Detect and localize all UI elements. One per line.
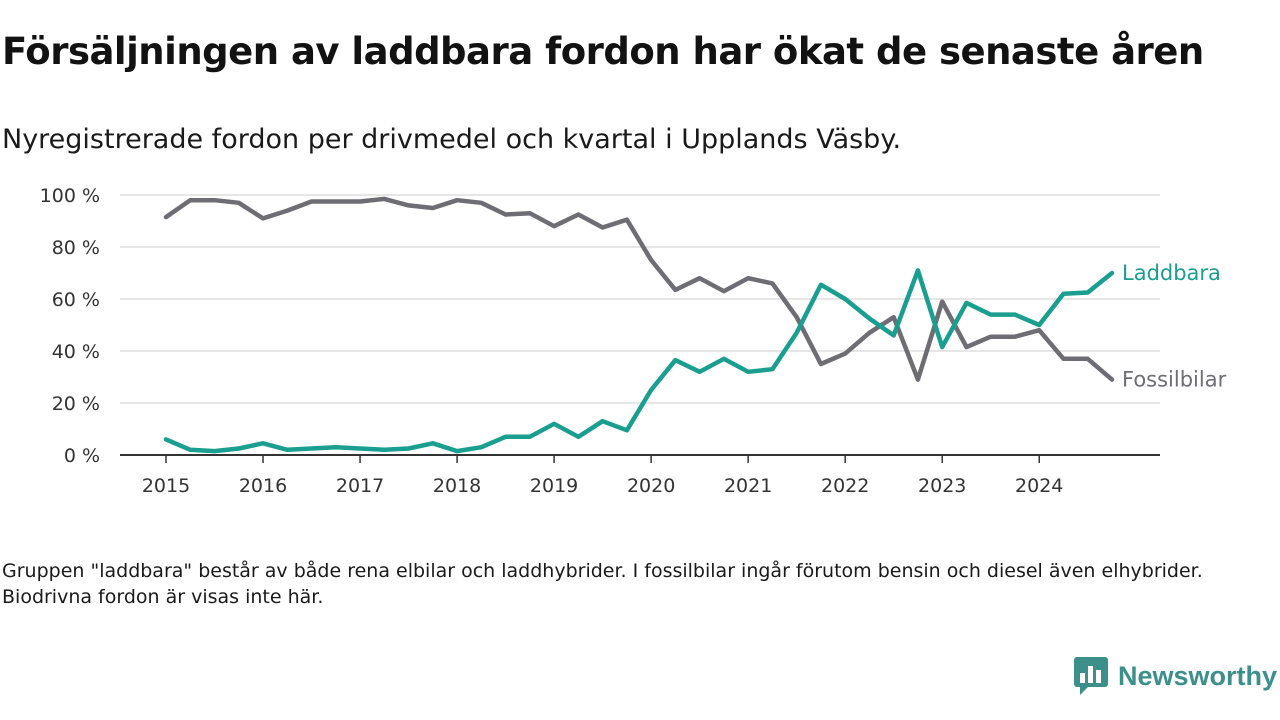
x-tick-label: 2020 xyxy=(627,475,675,497)
x-tick-label: 2023 xyxy=(918,475,966,497)
series-line-laddbara xyxy=(163,268,1115,454)
y-tick-label: 60 % xyxy=(52,289,100,311)
chart-subtitle: Nyregistrerade fordon per drivmedel och … xyxy=(2,124,902,155)
series-line-fossilbilar xyxy=(163,196,1115,382)
y-tick-label: 40 % xyxy=(52,341,100,363)
y-tick-label: 80 % xyxy=(52,237,100,259)
y-tick-label: 0 % xyxy=(64,445,100,467)
legend-label-fossilbilar: Fossilbilar xyxy=(1122,368,1227,392)
brand-logo: Newsworthy xyxy=(1074,656,1277,696)
chart-title: Försäljningen av laddbara fordon har öka… xyxy=(2,30,1204,73)
x-axis: 2015 2016 2017 2018 2019 2020 2021 2022 2023 2024 xyxy=(120,454,1160,497)
x-tick-label: 2021 xyxy=(724,475,772,497)
x-tick-label: 2022 xyxy=(821,475,869,497)
footnote: Gruppen "laddbara" består av både rena e… xyxy=(2,560,1203,608)
newsworthy-logo-icon xyxy=(1074,657,1108,695)
series-group xyxy=(163,196,1115,454)
y-tick-label: 20 % xyxy=(52,393,100,415)
x-tick-label: 2019 xyxy=(530,475,578,497)
y-axis: 0 % 20 % 40 % 60 % 80 % 100 % xyxy=(40,185,100,467)
inline-legend: Fossilbilar Laddbara xyxy=(1122,261,1227,392)
gridlines xyxy=(120,194,1160,404)
legend-label-laddbara: Laddbara xyxy=(1122,261,1221,285)
x-tick-label: 2016 xyxy=(239,475,287,497)
x-tick-label: 2018 xyxy=(433,475,481,497)
line-chart: 0 %20 %40 %60 %80 %100 % 2015 2016 2017 201… xyxy=(40,185,1227,497)
x-tick-label: 2017 xyxy=(336,475,384,497)
y-tick-label: 100 % xyxy=(40,185,100,207)
brand-name: Newsworthy xyxy=(1118,660,1278,691)
x-tick-label: 2015 xyxy=(142,475,190,497)
x-tick-label: 2024 xyxy=(1015,475,1063,497)
